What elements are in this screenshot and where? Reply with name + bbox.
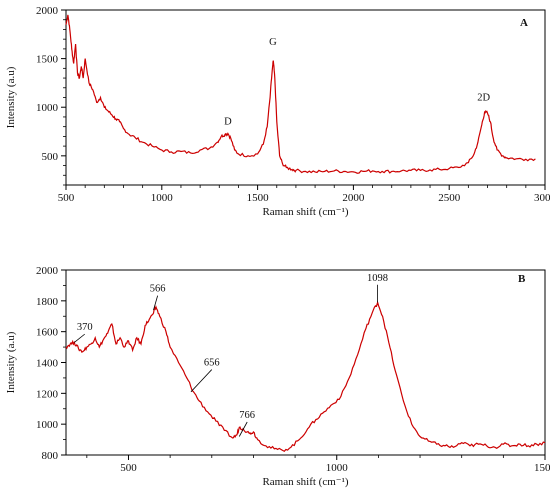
peak-leader-line	[190, 369, 213, 393]
peak-label: 566	[150, 284, 166, 295]
y-tick-label: 1200	[36, 388, 59, 400]
panel-b-y-axis-label: Intensity (a.u)	[5, 331, 17, 393]
panel-b-letter: B	[518, 273, 526, 285]
panel-b-annotations: 370 566 656 766 1098	[74, 273, 388, 437]
y-tick-label: 1500	[36, 54, 59, 66]
x-tick-label: 500	[58, 192, 75, 204]
peak-label: 766	[239, 410, 255, 421]
x-tick-label: 3000	[534, 192, 550, 204]
x-tick-label: 1000	[151, 192, 174, 204]
peak-leader-line	[153, 295, 159, 311]
peak-leader-line	[238, 421, 248, 437]
panel-b-frame	[65, 269, 546, 456]
y-tick-label: 1000	[36, 419, 59, 431]
y-tick-label: 500	[42, 151, 59, 163]
y-tick-label: 1400	[36, 358, 59, 370]
peak-label: G	[269, 37, 277, 48]
y-tick-label: 2000	[36, 5, 59, 17]
y-tick-label: 1000	[36, 102, 59, 114]
y-tick-label: 1800	[36, 296, 59, 308]
peak-label: D	[224, 117, 232, 128]
panel-b-chart: B 500 1000 1500 800 1000 1200 1400 1600 1800 2000…	[5, 265, 550, 488]
panel-b-x-axis-label: Raman shift (cm⁻¹)	[262, 476, 348, 488]
peak-label: 370	[77, 322, 93, 333]
x-tick-label: 2000	[342, 192, 365, 204]
panel-a-ticks: 500 1000 1500 2000 2500 3000 500 1000 1500 2000	[36, 5, 550, 204]
peak-label: 656	[204, 358, 220, 369]
x-tick-label: 500	[120, 462, 137, 474]
panel-a-chart: A 500 1000 1500 2000 2500 3000 500 1000 1500 2000…	[5, 5, 550, 218]
panel-b-series-line	[65, 300, 546, 453]
peak-label: 2D	[477, 92, 490, 103]
x-tick-label: 1500	[534, 462, 550, 474]
panel-a-y-axis-label: Intensity (a.u)	[5, 66, 17, 128]
panel-a-letter: A	[520, 17, 528, 29]
y-tick-label: 2000	[36, 265, 59, 277]
panel-a-frame	[65, 9, 546, 186]
peak-label: 1098	[367, 273, 388, 284]
x-tick-label: 1500	[247, 192, 270, 204]
panel-a-series-line	[65, 14, 536, 174]
y-tick-label: 1600	[36, 327, 59, 339]
y-tick-label: 800	[42, 450, 59, 462]
panel-b-ticks: 500 1000 1500 800 1000 1200 1400 1600 1800 2000	[36, 265, 550, 474]
panel-a-x-axis-label: Raman shift (cm⁻¹)	[262, 206, 348, 218]
panel-a-annotations: D G 2D	[224, 37, 490, 128]
peak-leader-line	[74, 333, 85, 343]
x-tick-label: 1000	[326, 462, 349, 474]
x-tick-label: 2500	[438, 192, 461, 204]
